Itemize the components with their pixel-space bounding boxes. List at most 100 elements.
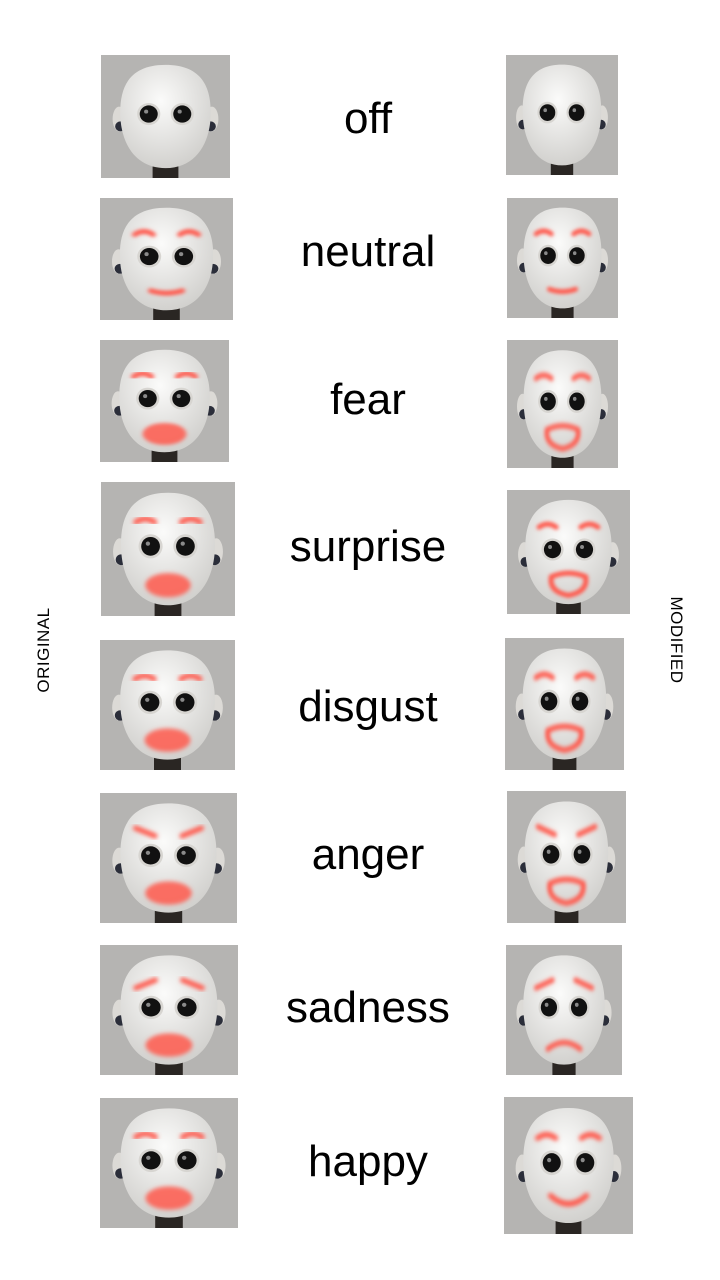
led-eyebrow-left bbox=[133, 1131, 158, 1140]
robot-eye-glint-right bbox=[181, 1002, 187, 1007]
robot-eye-left bbox=[141, 536, 160, 556]
robot-eye-glint-left bbox=[548, 545, 553, 550]
led-mouth-glow bbox=[145, 1186, 193, 1210]
robot-head bbox=[522, 64, 602, 166]
robot-eye-glint-left bbox=[543, 108, 547, 113]
robot-eye-glint-left bbox=[546, 849, 551, 854]
led-pattern bbox=[533, 372, 592, 452]
robot-eye-glint-left bbox=[146, 1002, 151, 1007]
led-eyebrow-left bbox=[533, 228, 554, 237]
robot-head bbox=[525, 499, 612, 605]
emotion-label: happy bbox=[308, 1137, 428, 1186]
robot-eye-glint-left bbox=[143, 394, 148, 399]
robot-eye-right bbox=[176, 846, 196, 865]
led-mouth-glow bbox=[142, 422, 187, 445]
modified-robot-face-off bbox=[506, 55, 618, 175]
robot-eye-right bbox=[172, 390, 191, 408]
robot-eye-glint-left bbox=[544, 696, 549, 701]
led-mouth bbox=[544, 423, 581, 452]
led-pattern bbox=[535, 824, 598, 906]
led-mouth bbox=[545, 1039, 583, 1052]
led-eyebrow-left bbox=[534, 1131, 559, 1141]
modified-robot-face-happy bbox=[504, 1097, 633, 1234]
emotion-label: sadness bbox=[286, 983, 450, 1032]
original-robot-face-fear bbox=[100, 340, 229, 462]
robot-eye-glint-left bbox=[547, 1157, 552, 1163]
robot-eye-glint-left bbox=[146, 1155, 151, 1160]
robot-eye-left bbox=[139, 105, 158, 123]
robot-eye-glint-left bbox=[544, 396, 548, 401]
robot-eye-glint-right bbox=[572, 251, 577, 256]
robot-eye-glint-right bbox=[181, 850, 186, 855]
robot-eye-left bbox=[140, 693, 160, 712]
led-eyebrow-left bbox=[533, 977, 555, 991]
original-robot-face-neutral bbox=[100, 198, 233, 320]
led-pattern bbox=[132, 825, 205, 839]
robot-head bbox=[524, 801, 609, 913]
robot-eye-right bbox=[177, 998, 197, 1017]
robot-eye-glint-right bbox=[180, 541, 185, 546]
robot-eye-right bbox=[568, 104, 585, 121]
led-mouth-glow bbox=[145, 1033, 193, 1057]
led-eyebrow-right bbox=[571, 228, 592, 237]
robot-eye-glint-right bbox=[180, 697, 185, 702]
led-eyebrow-right bbox=[578, 1131, 603, 1141]
led-eyebrow-left bbox=[132, 673, 157, 682]
emotion-label: disgust bbox=[298, 682, 438, 731]
original-robot-face-sadness bbox=[100, 945, 238, 1075]
robot-eye-left bbox=[141, 846, 161, 865]
led-mouth bbox=[147, 288, 186, 296]
modified-robot-face-sadness bbox=[506, 945, 622, 1075]
robot-eye-glint-left bbox=[145, 697, 150, 702]
led-eyebrow-right bbox=[180, 1131, 205, 1140]
led-pattern bbox=[133, 516, 203, 525]
robot-eye-right bbox=[570, 998, 588, 1017]
robot-eye-glint-right bbox=[181, 1155, 187, 1160]
led-eyebrow-right bbox=[179, 825, 205, 839]
robot-eye-glint-right bbox=[572, 108, 577, 113]
robot-eye-right bbox=[571, 692, 589, 711]
led-pattern bbox=[534, 1131, 603, 1207]
modified-robot-face-surprise bbox=[507, 490, 630, 614]
led-eyebrow-left bbox=[533, 671, 555, 681]
led-eyebrow-left bbox=[131, 229, 156, 238]
led-eyebrow-right bbox=[576, 824, 598, 838]
robot-eye-left bbox=[540, 998, 558, 1017]
led-eyebrow-right bbox=[573, 977, 595, 991]
original-robot-face-surprise bbox=[101, 482, 235, 616]
led-pattern bbox=[132, 673, 203, 682]
robot-eye-left bbox=[542, 1153, 561, 1173]
led-pattern bbox=[533, 671, 596, 753]
robot-eye-left bbox=[141, 998, 161, 1017]
robot-eye-glint-left bbox=[544, 1002, 549, 1007]
led-eyebrow-right bbox=[574, 671, 596, 681]
robot-head bbox=[522, 648, 607, 760]
robot-eye-left bbox=[539, 104, 556, 121]
robot-eye-glint-left bbox=[144, 252, 149, 257]
original-robot-face-anger bbox=[100, 793, 237, 923]
robot-eye-glint-left bbox=[145, 850, 151, 855]
robot-eye-glint-right bbox=[577, 849, 582, 854]
robot-eye-left bbox=[139, 248, 159, 266]
led-pattern bbox=[130, 371, 199, 380]
original-robot-face-off bbox=[101, 55, 230, 178]
emotion-label: fear bbox=[330, 375, 406, 424]
led-eyebrow-left bbox=[130, 371, 155, 380]
original-column-label: ORIGINAL bbox=[34, 607, 53, 693]
robot-eye-left bbox=[540, 247, 556, 264]
led-mouth bbox=[545, 723, 584, 753]
robot-eye-left bbox=[141, 1151, 161, 1170]
led-mouth bbox=[547, 1192, 590, 1207]
robot-eye-right bbox=[575, 540, 594, 559]
robot-eye-right bbox=[576, 1153, 595, 1173]
emotion-label: surprise bbox=[289, 522, 447, 571]
robot-eye-glint-right bbox=[176, 394, 181, 399]
led-eyebrow-left bbox=[535, 824, 557, 838]
robot-eye-left bbox=[540, 692, 558, 711]
led-eyebrow-right bbox=[178, 516, 203, 525]
robot-eye-right bbox=[573, 845, 591, 864]
robot-eye-glint-left bbox=[544, 251, 548, 256]
led-eyebrow-left bbox=[533, 372, 554, 381]
robot-eye-glint-right bbox=[580, 545, 584, 550]
robot-eye-right bbox=[176, 536, 195, 556]
